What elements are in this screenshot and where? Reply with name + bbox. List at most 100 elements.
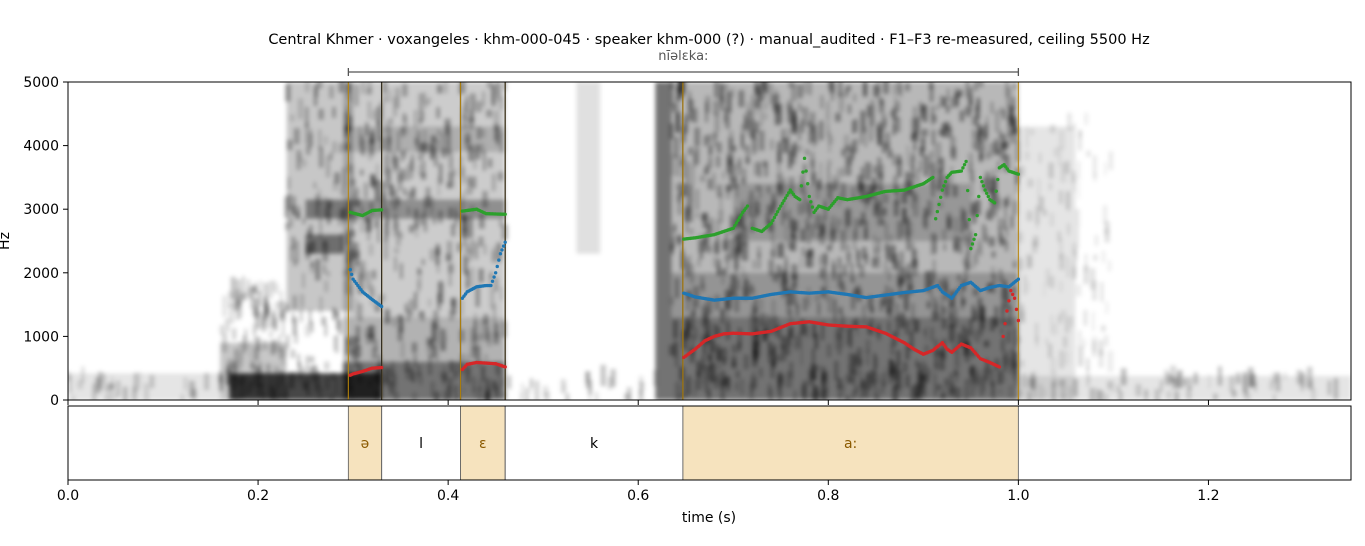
formant-point	[737, 215, 742, 220]
formant-point	[809, 200, 813, 204]
word-label: nīəlɛka:	[658, 49, 708, 64]
x-tick-label: 1.2	[1197, 488, 1219, 504]
formant-point	[1010, 292, 1015, 297]
formant-point	[975, 213, 979, 218]
formant-point	[780, 201, 785, 206]
formant-tracks	[348, 156, 1021, 377]
formant-point	[734, 221, 739, 225]
y-tick-label: 0	[50, 393, 59, 409]
segment-fill-0	[348, 406, 382, 480]
formant-point	[970, 242, 975, 246]
y-tick-label: 1000	[23, 329, 59, 345]
word-bracket: nīəlɛka:	[347, 49, 1020, 76]
formant-point	[980, 179, 984, 184]
spectrogram-frame	[67, 81, 1352, 401]
formant-point	[938, 195, 943, 199]
x-axis-label: time (s)	[682, 510, 736, 526]
formant-point	[489, 283, 493, 288]
formant-point	[940, 188, 945, 192]
formant-point	[733, 223, 737, 228]
formant-point	[996, 177, 1000, 182]
formant-point	[777, 207, 781, 211]
formant-point	[798, 197, 802, 202]
formant-point	[739, 213, 743, 217]
chart-title: Central Khmer · voxangeles · khm-000-045…	[268, 32, 1149, 48]
formant-point	[349, 272, 354, 277]
formant-point	[969, 246, 973, 251]
formant-point	[379, 304, 384, 309]
segment-tier-panel: ə l ɛ k a:	[67, 405, 1352, 481]
formant-point	[942, 184, 946, 188]
formant-point	[782, 199, 786, 203]
y-tick-label: 2000	[23, 266, 59, 282]
formant-point	[967, 217, 971, 222]
y-axis: 0 1000 2000 3000 4000 5000	[23, 75, 68, 409]
formant-point	[807, 194, 811, 199]
segment-tier-frame	[67, 405, 1352, 481]
formant-point	[379, 208, 384, 212]
formant-f2	[348, 240, 1021, 309]
formant-point	[779, 204, 783, 208]
formant-point	[935, 209, 940, 214]
formant-point	[986, 194, 990, 199]
x-tick-label: 0.8	[817, 488, 839, 504]
formant-point	[500, 248, 504, 252]
formant-point	[503, 365, 507, 369]
formant-point	[981, 184, 986, 188]
formant-point	[978, 175, 983, 180]
x-tick-label: 0.2	[247, 488, 269, 504]
formant-point	[736, 218, 740, 223]
segment-label-3: k	[590, 436, 599, 452]
formant-point	[972, 237, 976, 241]
formant-point	[774, 212, 778, 217]
x-tick-label: 0.0	[57, 488, 79, 504]
formant-point	[965, 188, 970, 193]
formant-point	[769, 221, 773, 225]
formant-point	[493, 271, 498, 275]
formant-point	[1003, 321, 1007, 326]
formant-point	[1009, 288, 1013, 293]
x-tick-label: 0.6	[627, 488, 649, 504]
formant-point	[1012, 296, 1017, 300]
formant-f1	[348, 288, 1021, 377]
formant-point	[810, 205, 815, 209]
formant-point	[731, 226, 735, 230]
formant-point	[783, 196, 788, 200]
formant-point	[503, 212, 507, 216]
formant-point	[1016, 318, 1021, 323]
spectrogram-panel	[67, 81, 1352, 401]
formant-point	[977, 194, 981, 199]
formant-f3	[348, 156, 1021, 251]
formant-point	[1007, 299, 1011, 303]
formant-point	[379, 365, 384, 370]
segment-label-1: l	[419, 436, 423, 452]
segment-fill-2	[460, 406, 506, 480]
formant-point	[772, 215, 777, 220]
formant-point	[801, 170, 805, 174]
formant-point	[1014, 307, 1019, 312]
x-axis: 0.0 0.2 0.4 0.6 0.8 1.0 1.2	[57, 400, 1220, 504]
segment-tier: ə l ɛ k a:	[347, 406, 1019, 480]
spectrogram-energy	[68, 82, 1351, 400]
formant-point	[348, 267, 352, 272]
formant-point	[503, 240, 507, 244]
formant-point	[973, 232, 978, 237]
y-tick-label: 4000	[23, 139, 59, 155]
formant-point	[495, 264, 499, 269]
y-tick-label: 5000	[23, 75, 59, 91]
x-tick-label: 1.0	[1007, 488, 1029, 504]
x-tick-label: 0.4	[437, 488, 459, 504]
formant-point	[497, 258, 501, 262]
formant-point	[501, 244, 506, 248]
formant-point	[961, 166, 965, 170]
formant-point	[964, 159, 968, 164]
formant-point	[1016, 172, 1021, 176]
formant-point	[802, 156, 807, 161]
formant-point	[992, 201, 997, 205]
formant-point	[775, 210, 780, 214]
segment-label-2: ɛ	[479, 436, 487, 452]
formant-point	[771, 218, 775, 223]
segment-label-4: a:	[844, 436, 857, 452]
formant-point	[937, 202, 941, 207]
